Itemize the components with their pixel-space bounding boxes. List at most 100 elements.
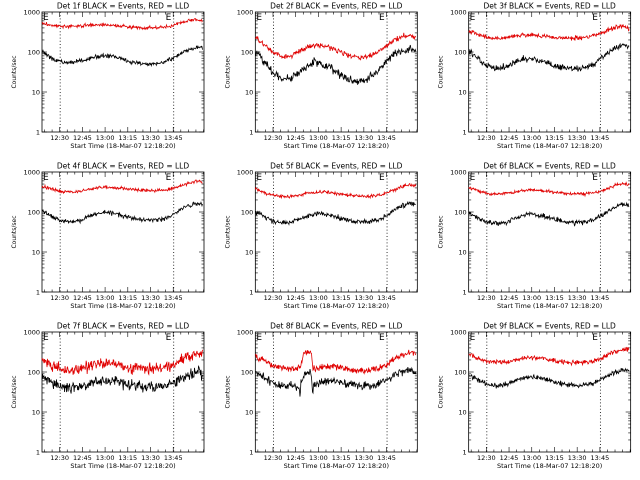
x-axis-label: Start Time (18-Mar-07 12:18:20): [284, 462, 389, 470]
x-tick-label: 12:30: [264, 134, 283, 142]
x-axis: 12:30 12:45 13:00 13:15 13:30 13:45: [257, 172, 418, 302]
y-tick-label: 1: [36, 448, 40, 456]
x-tick-label: 13:00: [522, 294, 541, 302]
series-events-line: [468, 367, 630, 389]
x-axis-label: Start Time (18-Mar-07 12:18:20): [284, 142, 389, 150]
y-tick-label: 1: [249, 448, 253, 456]
x-axis-label: Start Time (18-Mar-07 12:18:20): [70, 302, 175, 310]
y-tick-label: 10: [245, 248, 253, 256]
e-marker: E: [470, 13, 476, 23]
series-events-line: [254, 201, 416, 226]
x-tick-label: 12:45: [500, 134, 519, 142]
chart-title: Det 6f BLACK = Events, RED = LLD: [484, 162, 617, 171]
y-axis: 1 10 100 1000: [23, 168, 204, 296]
y-axis: 1 10 100 1000: [237, 8, 418, 136]
e-marker: E: [379, 173, 385, 183]
x-tick-label: 13:00: [522, 454, 541, 462]
x-axis: 12:30 12:45 13:00 13:15 13:30 13:45: [44, 332, 204, 462]
plot-frame: [41, 331, 205, 453]
series-events-line: [41, 44, 203, 68]
series-lld-line: [468, 23, 630, 41]
y-axis: 1 10 100 1000: [237, 168, 418, 296]
x-tick-label: 13:30: [354, 134, 373, 142]
y-tick-label: 10: [32, 408, 40, 416]
plot-frame: [468, 331, 632, 453]
x-tick-label: 13:15: [332, 134, 351, 142]
y-axis-label: Counts/sec: [438, 215, 445, 248]
x-tick-label: 12:30: [477, 134, 496, 142]
series-events-line: [41, 201, 203, 225]
x-tick-label: 12:30: [50, 454, 69, 462]
x-tick-label: 13:45: [591, 294, 610, 302]
x-tick-label: 13:30: [568, 134, 587, 142]
e-marker: E: [470, 333, 476, 343]
x-tick-label: 12:30: [477, 294, 496, 302]
x-axis: 12:30 12:45 13:00 13:15 13:30 13:45: [257, 12, 418, 142]
plot-frame: [468, 11, 632, 133]
panel-det-9: Det 9f BLACK = Events, RED = LLD 1 10 100 10…: [438, 322, 632, 470]
x-axis-label: Start Time (18-Mar-07 12:18:20): [70, 142, 175, 150]
y-tick-label: 1: [36, 288, 40, 296]
x-axis-label: Start Time (18-Mar-07 12:18:20): [497, 302, 602, 310]
x-tick-label: 13:30: [568, 294, 587, 302]
chart-title: Det 7f BLACK = Events, RED = LLD: [57, 322, 190, 331]
y-axis-label: Counts/sec: [11, 55, 18, 88]
e-marker: E: [592, 13, 598, 23]
x-tick-label: 13:00: [309, 134, 328, 142]
y-tick-label: 10: [32, 248, 40, 256]
x-tick-label: 13:45: [377, 454, 396, 462]
plot-frame: [41, 171, 205, 293]
x-tick-label: 12:30: [477, 454, 496, 462]
y-tick-label: 100: [241, 368, 253, 376]
y-tick-label: 10: [245, 408, 253, 416]
chart-title: Det 5f BLACK = Events, RED = LLD: [270, 162, 403, 171]
x-tick-label: 13:30: [141, 454, 160, 462]
x-tick-label: 13:45: [164, 134, 183, 142]
panel-det-5: Det 5f BLACK = Events, RED = LLD 1 10 100 10…: [224, 162, 418, 310]
y-axis-label: Counts/sec: [438, 375, 445, 408]
panel-det-2: Det 2f BLACK = Events, RED = LLD 1 10 100 10…: [224, 2, 418, 150]
x-tick-label: 13:15: [332, 294, 351, 302]
plot-frame: [41, 11, 205, 133]
x-tick-label: 13:15: [545, 294, 564, 302]
y-axis-label: Counts/sec: [224, 375, 231, 408]
y-tick-label: 10: [245, 88, 253, 96]
e-marker: E: [256, 333, 262, 343]
x-tick-label: 13:15: [332, 454, 351, 462]
series-lld-line: [468, 346, 630, 367]
chart-title: Det 2f BLACK = Events, RED = LLD: [270, 2, 403, 11]
x-tick-label: 12:45: [73, 134, 92, 142]
series-events-line: [254, 44, 417, 85]
chart-title: Det 9f BLACK = Events, RED = LLD: [484, 322, 617, 331]
y-axis: 1 10 100 1000: [450, 168, 631, 296]
y-tick-label: 1000: [450, 168, 467, 176]
x-axis-label: Start Time (18-Mar-07 12:18:20): [497, 462, 602, 470]
x-tick-label: 13:45: [591, 134, 610, 142]
x-tick-label: 13:45: [377, 134, 396, 142]
y-tick-label: 1: [463, 448, 467, 456]
x-axis-label: Start Time (18-Mar-07 12:18:20): [284, 302, 389, 310]
y-axis: 1 10 100 1000: [450, 8, 631, 136]
panel-det-6: Det 6f BLACK = Events, RED = LLD 1 10 100 10…: [438, 162, 632, 310]
y-tick-label: 100: [28, 48, 40, 56]
x-tick-label: 13:30: [141, 294, 160, 302]
y-tick-label: 100: [28, 368, 40, 376]
plot-frame: [254, 331, 418, 453]
y-tick-label: 1000: [450, 8, 467, 16]
x-tick-label: 13:30: [354, 454, 373, 462]
series-events-line: [41, 365, 203, 394]
series-events-line: [468, 201, 630, 227]
chart-title: Det 3f BLACK = Events, RED = LLD: [484, 2, 617, 11]
x-axis: 12:30 12:45 13:00 13:15 13:30 13:45: [470, 12, 631, 142]
y-tick-label: 1000: [450, 328, 467, 336]
x-axis-label: Start Time (18-Mar-07 12:18:20): [70, 462, 175, 470]
x-tick-label: 12:45: [500, 294, 519, 302]
series-lld-line: [41, 17, 203, 31]
x-tick-label: 13:45: [164, 454, 183, 462]
x-tick-label: 13:45: [591, 454, 610, 462]
y-tick-label: 100: [454, 368, 466, 376]
e-marker: E: [379, 13, 385, 23]
y-tick-label: 1000: [23, 168, 40, 176]
y-tick-label: 1: [249, 288, 253, 296]
